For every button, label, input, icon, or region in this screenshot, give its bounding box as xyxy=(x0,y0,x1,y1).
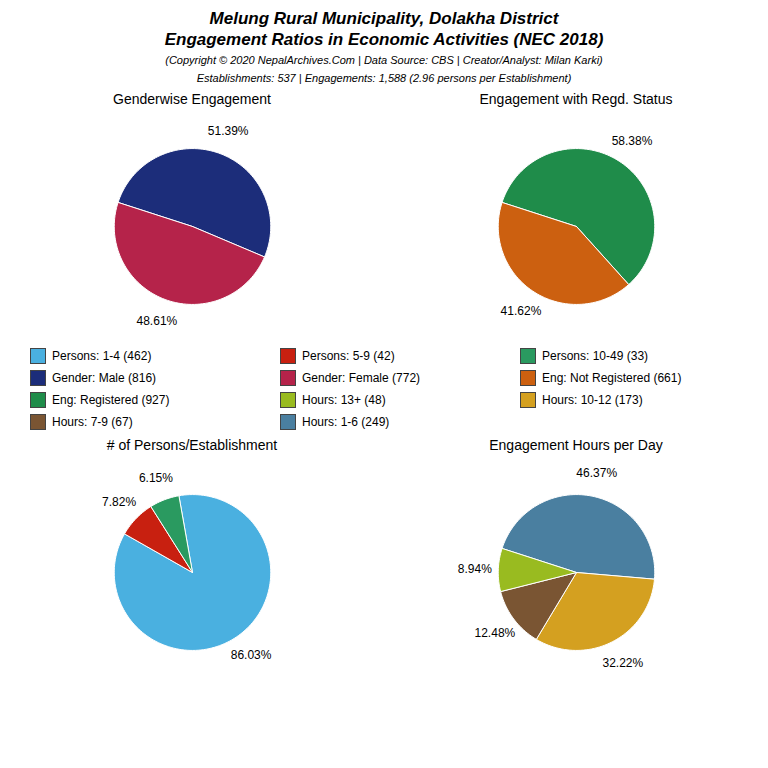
html-text:Persons: 5-9 (42): Persons: 5-9 (42) xyxy=(302,349,395,363)
html-text:Persons: 1-4 (462): Persons: 1-4 (462) xyxy=(52,349,152,363)
svg-text:8.94%: 8.94% xyxy=(458,562,492,576)
html-text:(Copyright © 2020 NepalArchive: (Copyright © 2020 NepalArchives.Com | Da… xyxy=(165,54,603,66)
html-text:Hours: 13+ (48): Hours: 13+ (48) xyxy=(302,393,386,407)
svg-text:51.39%: 51.39% xyxy=(208,124,249,138)
html-text:Engagement Hours per Day: Engagement Hours per Day xyxy=(489,437,663,453)
html-text:# of Persons/Establishment: # of Persons/Establishment xyxy=(106,437,278,453)
svg-text:7.82%: 7.82% xyxy=(102,495,136,509)
html-text:Melung Rural Municipality, Dol: Melung Rural Municipality, Dolakha Distr… xyxy=(209,9,559,28)
svg-text:32.22%: 32.22% xyxy=(602,656,643,670)
html-text:Eng: Not Registered (661): Eng: Not Registered (661) xyxy=(542,371,682,385)
html-text:Hours: 10-12 (173): Hours: 10-12 (173) xyxy=(542,393,643,407)
html-text:Genderwise Engagement: Genderwise Engagement xyxy=(113,91,271,107)
html-text:Hours: 7-9 (67): Hours: 7-9 (67) xyxy=(52,415,133,429)
html-text:Gender: Male (816): Gender: Male (816) xyxy=(52,371,157,385)
html-text:Eng: Registered (927): Eng: Registered (927) xyxy=(52,393,170,407)
html-text:Gender: Female (772): Gender: Female (772) xyxy=(302,371,421,385)
svg-text:86.03%: 86.03% xyxy=(231,648,272,662)
html-text:Engagement with Regd. Status: Engagement with Regd. Status xyxy=(479,91,673,107)
svg-text:46.37%: 46.37% xyxy=(576,466,617,480)
svg-text:12.48%: 12.48% xyxy=(475,626,516,640)
svg-text:6.15%: 6.15% xyxy=(139,471,173,485)
html-text:Persons: 10-49 (33): Persons: 10-49 (33) xyxy=(542,349,649,363)
svg-text:58.38%: 58.38% xyxy=(612,134,653,148)
svg-text:48.61%: 48.61% xyxy=(137,314,178,328)
html-text:Engagement Ratios in Economic: Engagement Ratios in Economic Activities… xyxy=(164,30,604,49)
svg-text:41.62%: 41.62% xyxy=(501,304,542,318)
html-text:Establishments: 537 | Engageme: Establishments: 537 | Engagements: 1,588… xyxy=(196,72,572,84)
html-text:Hours: 1-6 (249): Hours: 1-6 (249) xyxy=(302,415,390,429)
